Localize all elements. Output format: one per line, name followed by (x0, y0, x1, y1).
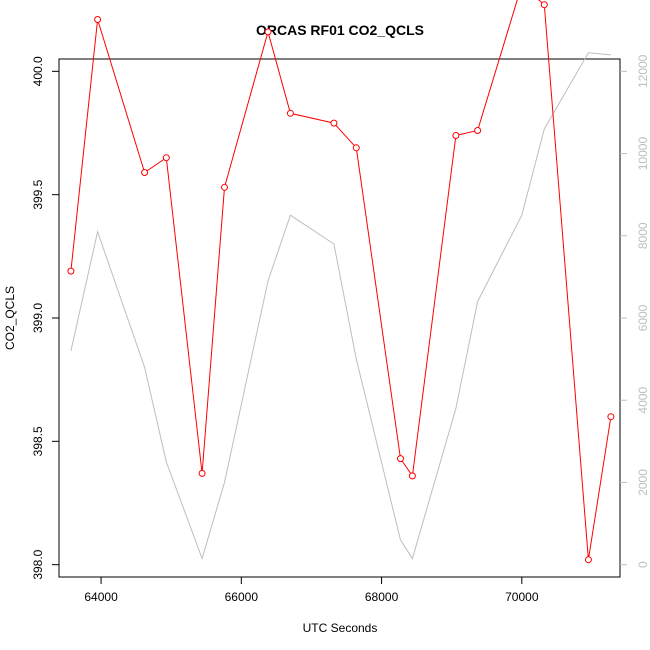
y-axis-left: 398.0 398.5 399.0 399.5 400.0 (31, 56, 59, 580)
y-tick-label: 400.0 (31, 56, 45, 86)
y2-tick-label: 4000 (636, 387, 650, 414)
data-point (162, 154, 170, 162)
x-tick-label: 68000 (365, 590, 399, 604)
y-tick-label: 399.5 (31, 179, 45, 209)
y2-tick-label: 6000 (636, 304, 650, 331)
data-point (94, 16, 102, 23)
x-tick-label: 64000 (84, 590, 118, 604)
data-point (330, 119, 338, 127)
y2-tick-label: 12000 (636, 54, 650, 88)
data-point (67, 267, 75, 275)
data-point (474, 127, 482, 134)
y-tick-label: 398.0 (31, 549, 45, 579)
data-point (286, 109, 294, 117)
y2-tick-label: 8000 (636, 222, 650, 249)
x-tick-label: 66000 (225, 590, 259, 604)
data-point (408, 472, 416, 480)
y2-tick-label: 2000 (636, 469, 650, 496)
y-tick-label: 398.5 (31, 426, 45, 456)
y-tick-label: 399.0 (31, 303, 45, 333)
data-point (264, 28, 272, 36)
series-line-right (70, 52, 611, 561)
x-axis: 64000 66000 68000 70000 (84, 577, 539, 604)
data-point (141, 169, 149, 176)
data-point (198, 469, 206, 477)
series-layer (67, 0, 615, 564)
plot-box (58, 58, 621, 578)
chart-title: ORCAS RF01 CO2_QCLS (256, 22, 424, 38)
data-point (221, 183, 228, 191)
y-axis-label: CO2_QCLS (3, 286, 17, 350)
x-axis-label: UTC Seconds (303, 621, 378, 635)
data-point (352, 144, 360, 152)
data-point (607, 413, 615, 421)
y2-tick-label: 10000 (636, 137, 650, 171)
data-point (452, 132, 460, 139)
y2-tick-label: 0 (636, 561, 650, 568)
plot-area (58, 58, 621, 578)
data-point (584, 556, 592, 564)
y-axis-right: 0 2000 4000 6000 8000 10000 12000 (620, 54, 650, 568)
data-point (540, 1, 548, 9)
series-line-left (70, 0, 612, 560)
data-point (397, 455, 404, 463)
x-tick-label: 70000 (505, 590, 539, 604)
